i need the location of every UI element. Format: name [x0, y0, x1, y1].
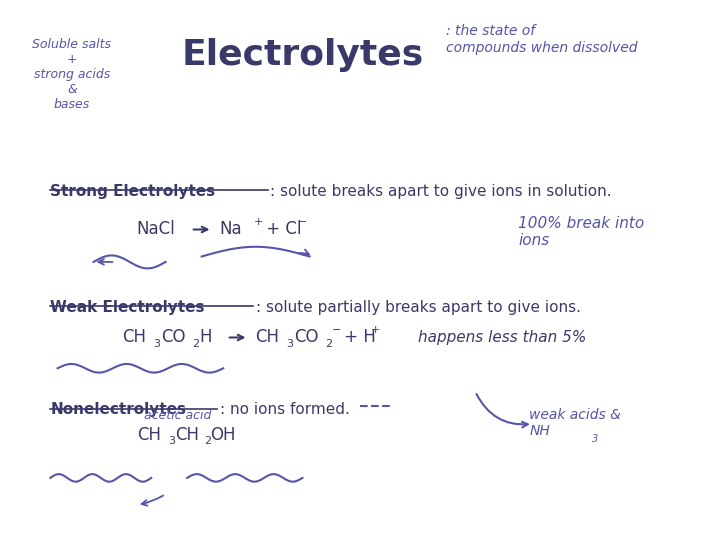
- Text: CO: CO: [294, 328, 319, 347]
- Text: CH: CH: [137, 426, 161, 444]
- Text: 3: 3: [153, 339, 161, 349]
- Text: Strong Electrolytes: Strong Electrolytes: [50, 184, 215, 199]
- Text: Soluble salts
+
strong acids
&
bases: Soluble salts + strong acids & bases: [32, 38, 112, 111]
- Text: weak acids &
NH: weak acids & NH: [529, 408, 621, 438]
- Text: + Cl: + Cl: [261, 220, 302, 239]
- Text: Electrolytes: Electrolytes: [181, 38, 423, 72]
- Text: CH: CH: [122, 328, 146, 347]
- Text: Nonelectrolytes: Nonelectrolytes: [50, 402, 186, 417]
- Text: 2: 2: [204, 436, 211, 446]
- Text: 100% break into
ions: 100% break into ions: [518, 216, 644, 248]
- Text: : solute partially breaks apart to give ions.: : solute partially breaks apart to give …: [256, 300, 580, 315]
- Text: CH: CH: [256, 328, 279, 347]
- Text: +: +: [371, 326, 380, 335]
- Text: CH: CH: [175, 426, 199, 444]
- Text: Weak Electrolytes: Weak Electrolytes: [50, 300, 205, 315]
- Text: : no ions formed.: : no ions formed.: [220, 402, 349, 417]
- Text: : the state of
compounds when dissolved: : the state of compounds when dissolved: [446, 24, 638, 55]
- Text: H: H: [199, 328, 212, 347]
- Text: 3: 3: [168, 436, 175, 446]
- Text: + H: + H: [339, 328, 376, 347]
- Text: CO: CO: [161, 328, 186, 347]
- Text: −: −: [297, 218, 307, 227]
- Text: −: −: [332, 326, 341, 335]
- Text: 3: 3: [592, 434, 598, 444]
- Text: happens less than 5%: happens less than 5%: [418, 330, 586, 345]
- Text: acetic acid: acetic acid: [144, 409, 212, 422]
- Text: NaCl: NaCl: [137, 220, 176, 239]
- Text: 2: 2: [325, 339, 333, 349]
- Text: +: +: [253, 218, 263, 227]
- Text: : solute breaks apart to give ions in solution.: : solute breaks apart to give ions in so…: [270, 184, 611, 199]
- Text: 2: 2: [192, 339, 199, 349]
- Text: Na: Na: [220, 220, 242, 239]
- Text: 3: 3: [287, 339, 294, 349]
- Text: OH: OH: [210, 426, 235, 444]
